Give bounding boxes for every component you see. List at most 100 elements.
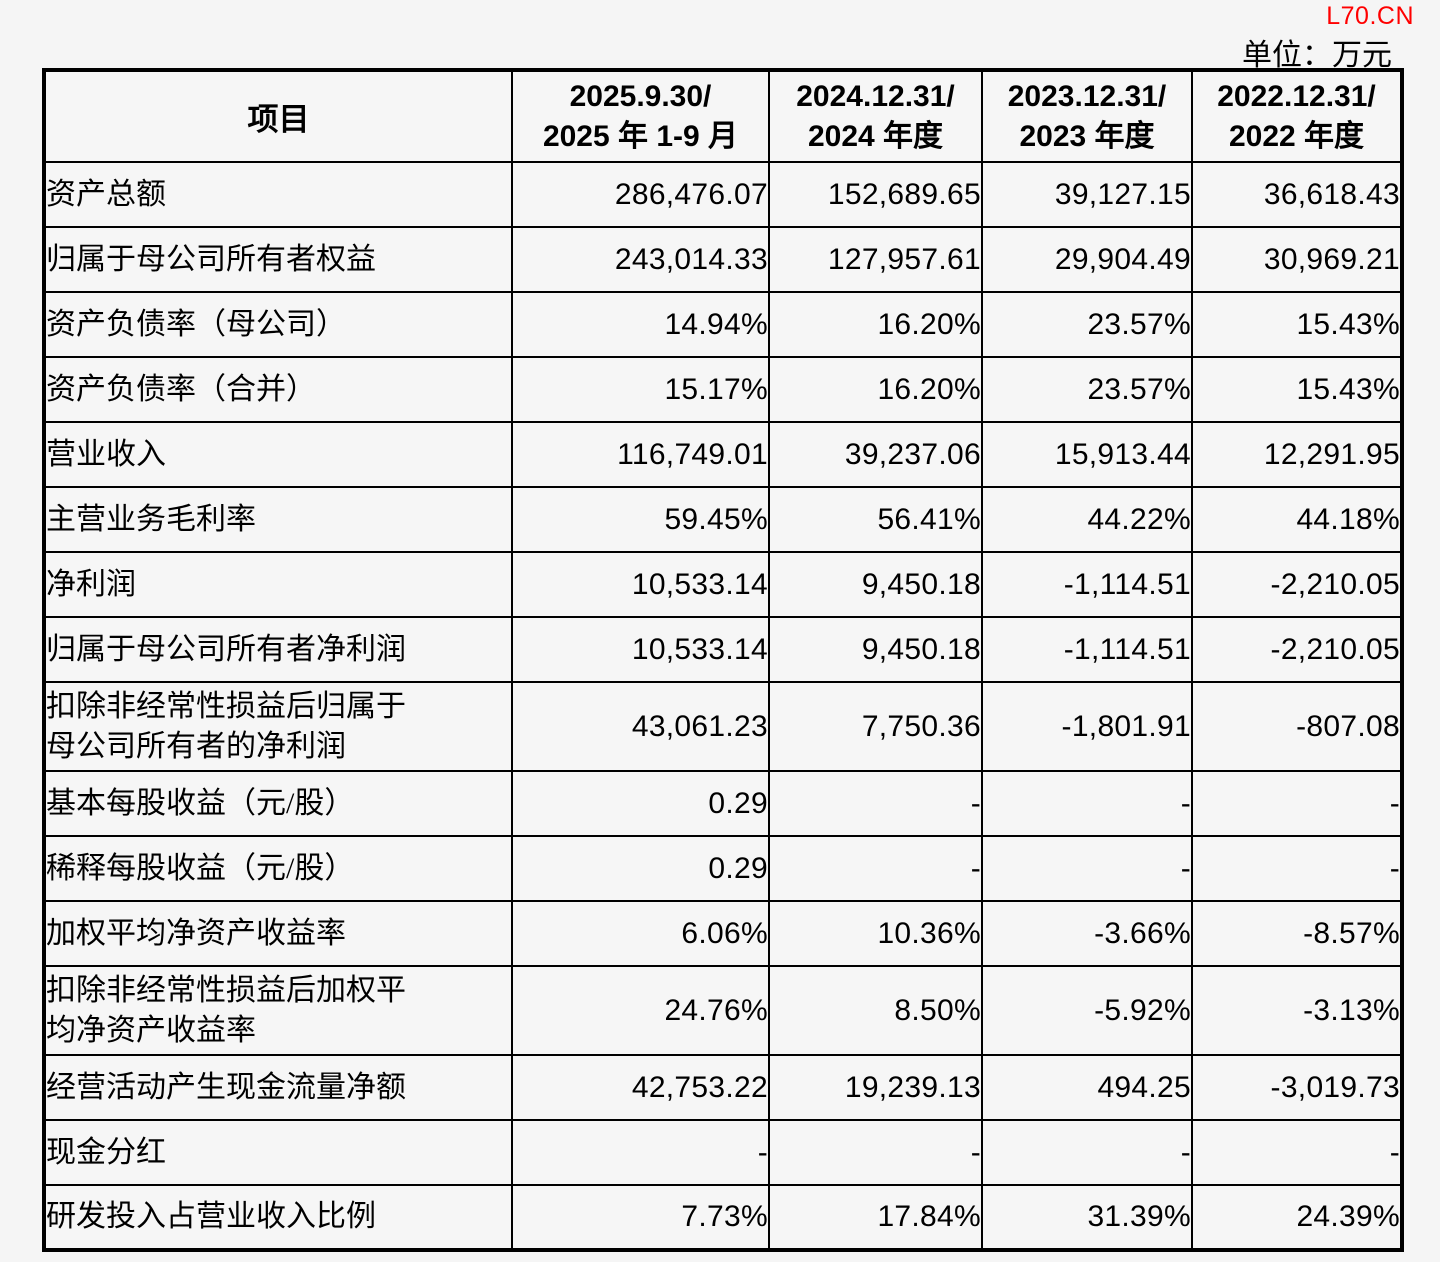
row-value: 56.41%: [768, 486, 983, 553]
row-value: -: [768, 1119, 983, 1186]
row-value: 10,533.14: [511, 551, 770, 618]
row-label: 经营活动产生现金流量净额: [43, 1054, 513, 1121]
table-row: 资产负债率（母公司） 14.94% 16.20% 23.57% 15.43%: [43, 291, 1403, 358]
period-label-line: 2023 年度: [1019, 119, 1155, 153]
row-value: 8.50%: [768, 965, 983, 1056]
table-header-row: 项目 2025.9.30/2025 年 1-9 月 2024.12.31/2024…: [43, 69, 1403, 163]
row-value: 15.17%: [511, 356, 770, 423]
row-value: -: [1191, 1119, 1403, 1186]
row-value: 15,913.44: [981, 421, 1193, 488]
row-label: 主营业务毛利率: [43, 486, 513, 553]
financial-summary-table: 项目 2025.9.30/2025 年 1-9 月 2024.12.31/2024…: [42, 68, 1404, 1252]
row-value: 243,014.33: [511, 226, 770, 293]
row-value: 39,127.15: [981, 161, 1193, 228]
column-header-period-1: 2025.9.30/2025 年 1-9 月: [511, 69, 770, 163]
row-value: 30,969.21: [1191, 226, 1403, 293]
period-label-line: 2024 年度: [807, 119, 944, 153]
row-value: 59.45%: [511, 486, 770, 553]
row-value: 494.25: [981, 1054, 1193, 1121]
row-value: -: [768, 770, 983, 837]
row-value: 36,618.43: [1191, 161, 1403, 228]
row-label: 研发投入占营业收入比例: [43, 1184, 513, 1251]
row-value: -: [768, 835, 983, 902]
row-value: 10.36%: [768, 900, 983, 967]
row-value: 24.39%: [1191, 1184, 1403, 1251]
table-row: 净利润 10,533.14 9,450.18 -1,114.51 -2,210.05: [43, 551, 1403, 618]
period-date-line: 2025.9.30/: [569, 79, 712, 113]
row-value: 39,237.06: [768, 421, 983, 488]
row-value: -: [1191, 770, 1403, 837]
row-value: -1,801.91: [981, 681, 1193, 772]
period-date-line: 2023.12.31/: [1007, 79, 1167, 113]
row-value: -807.08: [1191, 681, 1403, 772]
period-date-line: 2022.12.31/: [1217, 79, 1376, 113]
row-value: -1,114.51: [981, 551, 1193, 618]
row-value: 286,476.07: [511, 161, 770, 228]
row-label: 归属于母公司所有者净利润: [43, 616, 513, 683]
row-value: -: [511, 1119, 770, 1186]
row-label: 现金分红: [43, 1119, 513, 1186]
row-value: 23.57%: [981, 356, 1193, 423]
row-value: -3.66%: [981, 900, 1193, 967]
row-label: 营业收入: [43, 421, 513, 488]
row-value: -2,210.05: [1191, 616, 1403, 683]
table-row: 稀释每股收益（元/股） 0.29- - -: [43, 835, 1403, 902]
row-value: -3,019.73: [1191, 1054, 1403, 1121]
row-value: 24.76%: [511, 965, 770, 1056]
table-row: 资产总额 286,476.07 152,689.65 39,127.15 36,618.…: [43, 161, 1403, 228]
row-value: 0.29: [511, 770, 770, 837]
row-value: -1,114.51: [981, 616, 1193, 683]
row-value: 42,753.22: [511, 1054, 770, 1121]
row-value: 9,450.18: [768, 551, 983, 618]
row-value: 116,749.01: [511, 421, 770, 488]
table-row: 主营业务毛利率 59.45% 56.41% 44.22% 44.18%: [43, 486, 1403, 553]
row-value: 15.43%: [1191, 291, 1403, 358]
row-value: 17.84%: [768, 1184, 983, 1251]
row-value: 127,957.61: [768, 226, 983, 293]
row-value: 9,450.18: [768, 616, 983, 683]
column-header-item: 项目: [43, 69, 513, 163]
row-value: 19,239.13: [768, 1054, 983, 1121]
column-header-period-4: 2022.12.31/2022 年度: [1191, 69, 1403, 163]
row-value: 7,750.36: [768, 681, 983, 772]
row-value: 43,061.23: [511, 681, 770, 772]
row-value: -: [981, 835, 1193, 902]
row-value: 44.22%: [981, 486, 1193, 553]
row-label: 资产负债率（合并）: [43, 356, 513, 423]
table-row: 加权平均净资产收益率 6.06% 10.36% -3.66% -8.57%: [43, 900, 1403, 967]
row-value: -5.92%: [981, 965, 1193, 1056]
row-value: 29,904.49: [981, 226, 1193, 293]
row-value: 7.73%: [511, 1184, 770, 1251]
row-value: 23.57%: [981, 291, 1193, 358]
table-row: 资产负债率（合并） 15.17% 16.20% 23.57% 15.43%: [43, 356, 1403, 423]
table-row: 营业收入 116,749.01 39,237.06 15,913.44 12,291.9…: [43, 421, 1403, 488]
row-label: 资产总额: [43, 161, 513, 228]
table-row: 归属于母公司所有者权益 243,014.33 127,957.61 29,904.49…: [43, 226, 1403, 293]
row-value: 16.20%: [768, 291, 983, 358]
row-value: -: [981, 1119, 1193, 1186]
row-value: 0.29: [511, 835, 770, 902]
table-row: 基本每股收益（元/股） 0.29- - -: [43, 770, 1403, 837]
site-watermark: L70.CN: [1326, 2, 1414, 30]
row-value: 14.94%: [511, 291, 770, 358]
row-value: 31.39%: [981, 1184, 1193, 1251]
row-label: 资产负债率（母公司）: [43, 291, 513, 358]
table-row: 研发投入占营业收入比例 7.73% 17.84% 31.39% 24.39%: [43, 1184, 1403, 1251]
table-row: 现金分红 - - - -: [43, 1119, 1403, 1186]
row-value: 10,533.14: [511, 616, 770, 683]
row-label: 扣除非经常性损益后归属于 母公司所有者的净利润: [43, 681, 513, 772]
row-value: 12,291.95: [1191, 421, 1403, 488]
row-label: 扣除非经常性损益后加权平 均净资产收益率: [43, 965, 513, 1056]
row-value: -8.57%: [1191, 900, 1403, 967]
row-value: 16.20%: [768, 356, 983, 423]
period-label-line: 2022 年度: [1228, 119, 1365, 153]
row-value: -2,210.05: [1191, 551, 1403, 618]
row-label: 基本每股收益（元/股）: [43, 770, 513, 837]
row-label: 加权平均净资产收益率: [43, 900, 513, 967]
table-row: 扣除非经常性损益后归属于 母公司所有者的净利润 43,061.23 7,750.36…: [43, 681, 1403, 772]
row-value: -3.13%: [1191, 965, 1403, 1056]
row-value: 152,689.65: [768, 161, 983, 228]
row-value: -: [981, 770, 1193, 837]
table-row: 经营活动产生现金流量净额 42,753.22 19,239.13 494.25 -3,0…: [43, 1054, 1403, 1121]
